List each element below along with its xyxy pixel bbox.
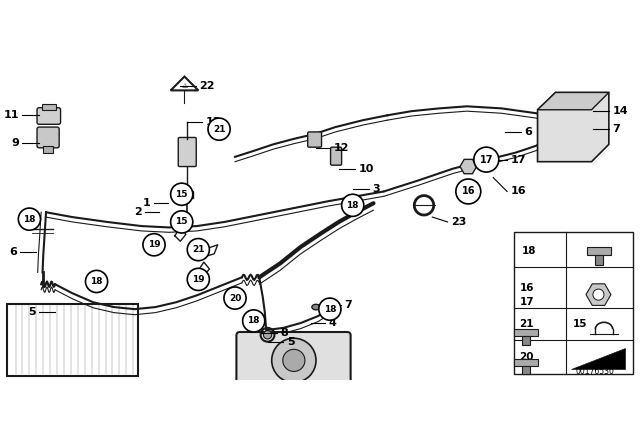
Text: 14: 14 (612, 106, 628, 116)
Text: 3: 3 (372, 185, 380, 194)
Circle shape (188, 238, 209, 261)
Circle shape (224, 287, 246, 309)
Text: 21: 21 (213, 125, 225, 134)
Text: 4: 4 (328, 318, 337, 328)
Text: 00176530: 00176530 (575, 367, 614, 376)
Text: 13: 13 (206, 117, 221, 127)
Text: 8: 8 (280, 327, 288, 338)
Text: 17: 17 (479, 155, 493, 164)
Circle shape (171, 183, 193, 205)
Text: 2: 2 (134, 207, 141, 217)
Circle shape (283, 349, 305, 371)
Ellipse shape (312, 304, 320, 310)
Circle shape (243, 310, 265, 332)
Text: 21: 21 (520, 319, 534, 329)
Text: 18: 18 (248, 316, 260, 325)
Bar (6, 304, 138, 376)
Text: 1: 1 (143, 198, 150, 208)
Text: 17: 17 (511, 155, 526, 164)
Text: 23: 23 (451, 217, 467, 227)
Bar (587, 247, 611, 255)
Bar (43, 146, 53, 153)
Circle shape (342, 194, 364, 216)
FancyBboxPatch shape (330, 147, 342, 165)
Text: 18: 18 (522, 246, 537, 256)
Circle shape (593, 289, 604, 300)
Circle shape (319, 298, 341, 320)
Circle shape (171, 211, 193, 233)
Text: 18: 18 (90, 277, 103, 286)
Text: 15: 15 (573, 319, 588, 329)
FancyBboxPatch shape (236, 332, 351, 389)
Text: 7: 7 (612, 124, 620, 134)
FancyBboxPatch shape (179, 138, 196, 167)
Text: 18: 18 (324, 305, 336, 314)
Polygon shape (571, 348, 625, 369)
Circle shape (143, 234, 165, 256)
Polygon shape (460, 159, 477, 174)
Circle shape (208, 118, 230, 140)
FancyBboxPatch shape (37, 108, 61, 124)
Text: 21: 21 (192, 245, 205, 254)
Circle shape (272, 338, 316, 383)
Text: 6: 6 (9, 247, 17, 257)
Text: 18: 18 (23, 215, 36, 224)
Circle shape (474, 147, 499, 172)
Text: 6: 6 (524, 127, 532, 137)
Text: 19: 19 (192, 275, 205, 284)
Circle shape (86, 271, 108, 293)
Bar (42, 104, 56, 110)
Bar (514, 359, 538, 366)
FancyBboxPatch shape (308, 132, 321, 147)
Polygon shape (538, 92, 609, 110)
Text: 5: 5 (28, 307, 36, 317)
Text: 10: 10 (358, 164, 374, 174)
Text: 16: 16 (461, 186, 475, 197)
Bar (180, 191, 193, 198)
Bar (595, 255, 604, 265)
Text: 20: 20 (229, 293, 241, 302)
Text: ⚠: ⚠ (181, 83, 188, 89)
Circle shape (19, 208, 40, 230)
Text: 9: 9 (11, 138, 19, 148)
Text: 5: 5 (287, 337, 294, 347)
Circle shape (188, 268, 209, 290)
Text: 16: 16 (520, 283, 534, 293)
FancyBboxPatch shape (37, 127, 59, 148)
Bar (514, 329, 538, 336)
Polygon shape (586, 284, 611, 306)
Polygon shape (538, 92, 609, 162)
Text: 20: 20 (520, 352, 534, 362)
Text: 15: 15 (175, 190, 188, 199)
Bar (522, 336, 530, 345)
Text: 17: 17 (520, 297, 534, 306)
Text: 15: 15 (175, 217, 188, 226)
Text: 22: 22 (199, 81, 214, 90)
Text: 18: 18 (346, 201, 359, 210)
Circle shape (264, 331, 272, 339)
Circle shape (456, 179, 481, 204)
Bar (522, 366, 530, 374)
Text: 7: 7 (344, 300, 352, 310)
Text: 11: 11 (4, 110, 19, 121)
Text: 16: 16 (511, 186, 526, 197)
Bar (514, 233, 633, 374)
Text: 19: 19 (148, 240, 161, 249)
Text: 12: 12 (333, 143, 349, 153)
